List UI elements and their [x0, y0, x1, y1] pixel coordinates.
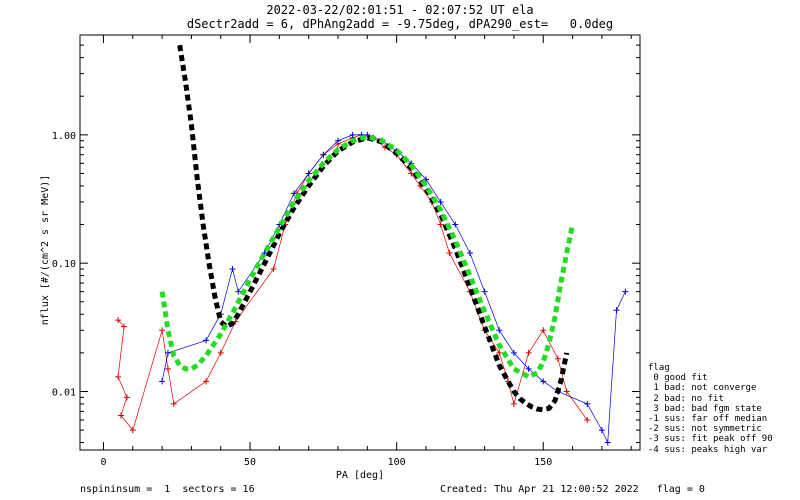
data-point-marker — [622, 288, 629, 295]
x-tick-label: 0 — [100, 457, 106, 468]
data-point-marker — [291, 190, 298, 197]
x-tick-label: 50 — [244, 457, 256, 468]
data-point-marker — [584, 416, 591, 423]
series-line-1 — [161, 134, 626, 443]
data-point-marker — [118, 412, 125, 419]
data-point-marker — [270, 266, 277, 273]
data-point-marker — [525, 365, 532, 372]
data-point-marker — [437, 198, 444, 205]
data-lines — [117, 134, 626, 443]
legend-item: 1 bad: not converge — [648, 383, 757, 394]
legend-item: -2 sus: not symmetric — [648, 424, 762, 435]
axes: 0 50 100 150 0.01 0.10 1.00 — [52, 34, 640, 468]
plot-frame — [79, 34, 641, 451]
data-point-marker — [525, 349, 532, 356]
data-point-marker — [203, 378, 210, 385]
data-point-marker — [584, 400, 591, 407]
x-tick-label: 150 — [534, 457, 552, 468]
data-point-marker — [115, 373, 122, 380]
data-point-marker — [604, 439, 611, 446]
footer-created-info: Created: Thu Apr 21 12:00:52 2022 flag =… — [440, 484, 705, 495]
fit-curve-0 — [177, 44, 570, 413]
data-point-marker — [203, 337, 210, 344]
data-markers — [115, 131, 629, 446]
legend-item: -4 sus: peaks high var — [648, 444, 768, 455]
y-tick-label: 1.00 — [52, 131, 76, 142]
data-point-marker — [115, 317, 122, 324]
legend-item: -3 sus: fit peak off 90 — [648, 434, 773, 445]
footer-sector-info: nspininsum = 1 sectors = 16 — [80, 484, 255, 495]
data-point-marker — [129, 427, 136, 434]
data-point-marker — [452, 221, 459, 228]
series-line-0 — [117, 134, 588, 431]
y-tick-label: 0.01 — [52, 387, 76, 398]
flag-legend: flag 0 good fit 1 bad: not converge 2 ba… — [648, 363, 773, 455]
data-point-marker — [120, 323, 127, 330]
legend-item: 2 bad: no fit — [648, 393, 724, 404]
legend-title: flag — [648, 363, 670, 373]
data-point-marker — [335, 137, 342, 144]
data-point-marker — [164, 365, 171, 372]
data-point-marker — [540, 378, 547, 385]
legend-item: 0 good fit — [648, 373, 708, 384]
data-point-marker — [466, 250, 473, 257]
y-tick-label: 0.10 — [52, 259, 76, 270]
data-point-marker — [159, 378, 166, 385]
data-point-marker — [349, 131, 356, 138]
data-point-marker — [408, 170, 415, 177]
data-point-marker — [164, 349, 171, 356]
data-point-marker — [563, 388, 570, 395]
x-tick-label: 100 — [388, 457, 406, 468]
data-point-marker — [510, 400, 517, 407]
data-point-marker — [229, 266, 236, 273]
data-point-marker — [232, 318, 239, 325]
fit-curve-1 — [159, 134, 576, 380]
data-point-marker — [496, 349, 503, 356]
data-point-marker — [170, 400, 177, 407]
legend-item: 3 bad: bad fgm state — [648, 403, 762, 414]
data-point-marker — [320, 151, 327, 158]
data-point-marker — [481, 288, 488, 295]
data-point-marker — [496, 327, 503, 334]
x-axis-label: PA [deg] — [336, 470, 384, 481]
fit-curves — [159, 44, 576, 413]
data-point-marker — [437, 221, 444, 228]
data-point-marker — [510, 349, 517, 356]
data-point-marker — [446, 250, 453, 257]
legend-item: -1 sus: far off median — [648, 414, 768, 425]
data-point-marker — [235, 288, 242, 295]
chart-title: 2022-03-22/02:01:51 - 02:07:52 UT ela — [266, 3, 534, 17]
data-point-marker — [613, 307, 620, 314]
data-point-marker — [554, 355, 561, 362]
y-axis-label: nflux [#/(cm^2 s sr MeV)] — [40, 175, 51, 326]
data-point-marker — [540, 327, 547, 334]
data-point-marker — [159, 327, 166, 334]
data-point-marker — [123, 394, 130, 401]
chart-subtitle: dSectr2add = 6, dPhAng2add = -9.75deg, d… — [186, 17, 614, 31]
data-point-marker — [422, 176, 429, 183]
data-point-marker — [598, 427, 605, 434]
data-point-marker — [217, 349, 224, 356]
data-point-marker — [305, 170, 312, 177]
